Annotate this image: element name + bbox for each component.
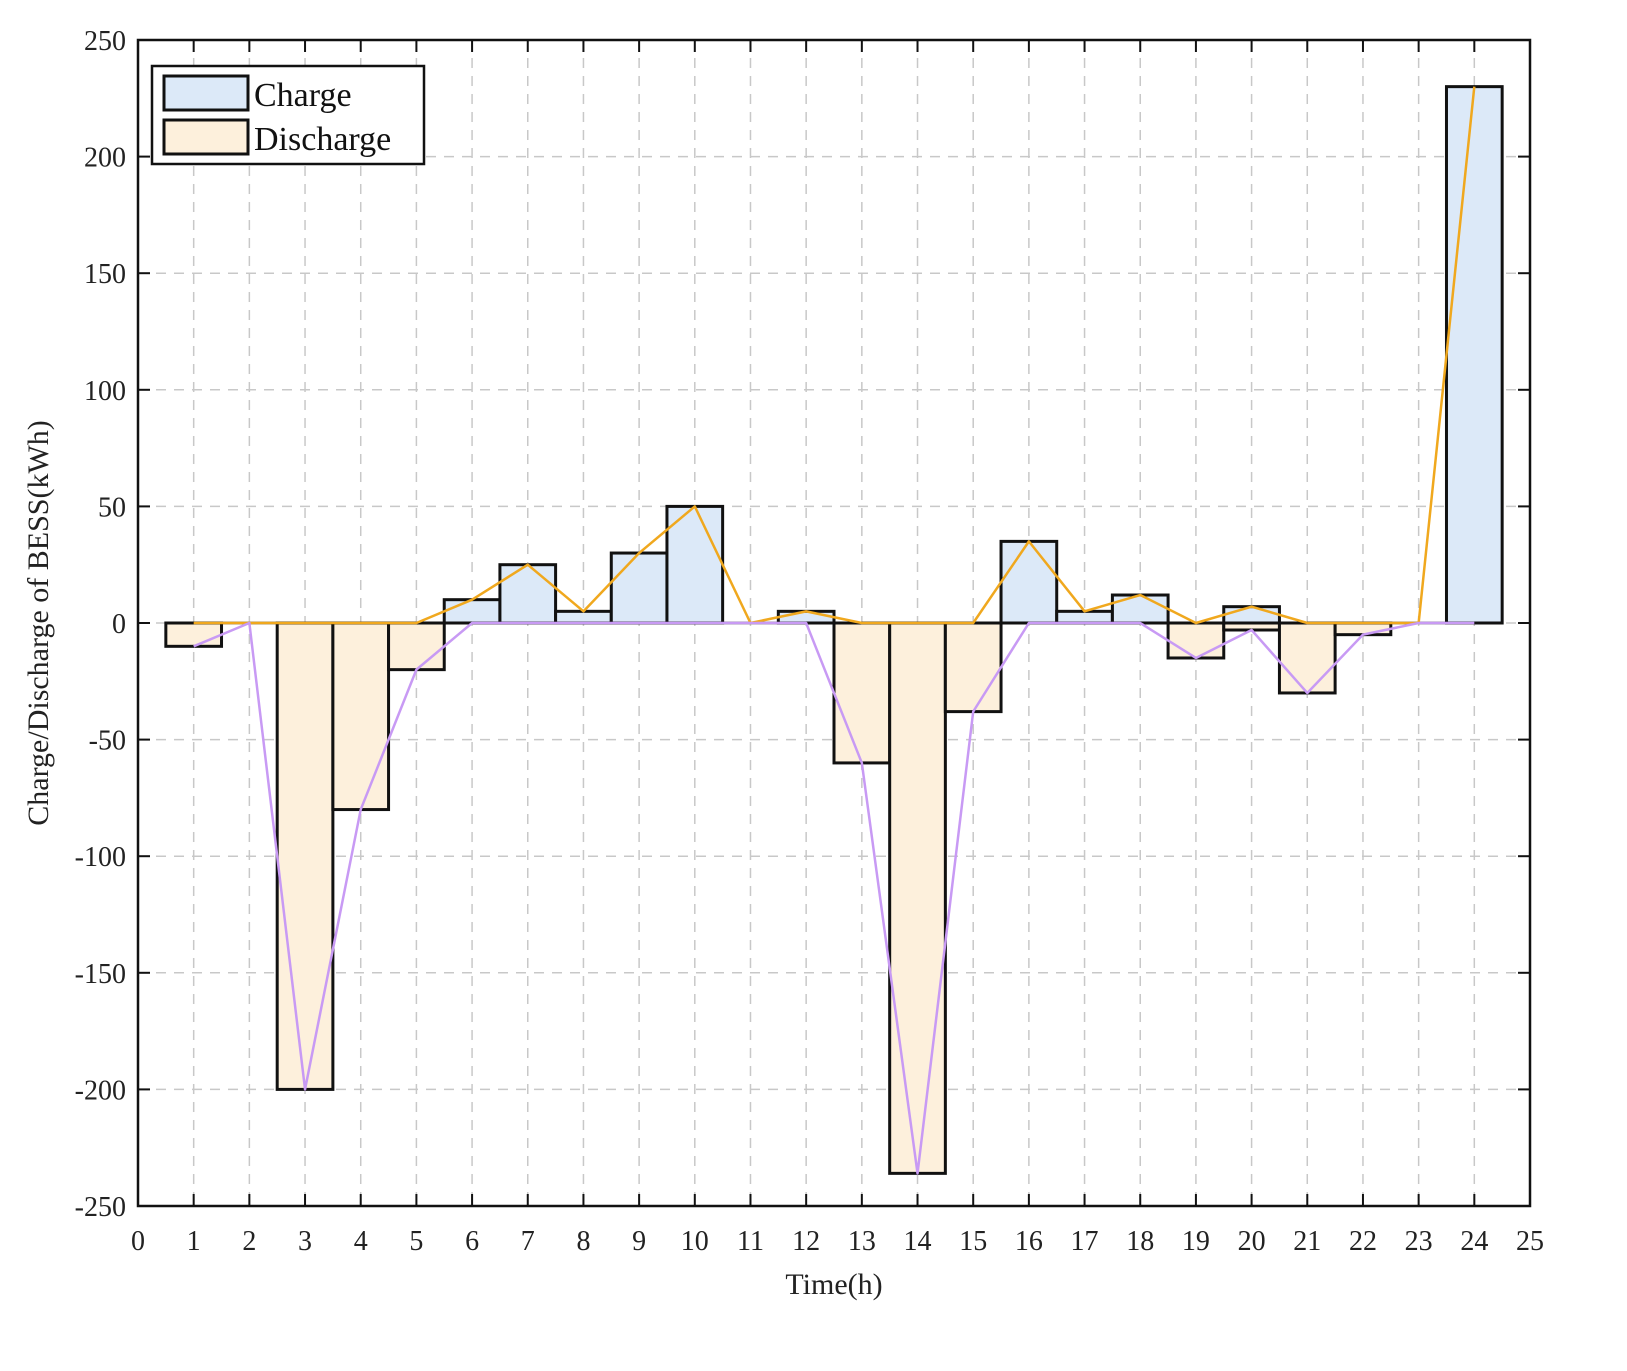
x-tick-label-12: 12 xyxy=(792,1226,820,1257)
bar-discharge-15 xyxy=(943,621,1003,714)
x-tick-label-10: 10 xyxy=(681,1226,709,1257)
x-tick-label-22: 22 xyxy=(1349,1226,1377,1257)
x-tick-labels: 0 1 2 3 4 5 6 7 8 9 10 11 12 13 14 15 16 17 18 19 20 21 22 23 24… xyxy=(131,1226,1544,1257)
x-tick-label-21: 21 xyxy=(1293,1226,1321,1257)
legend-swatch-charge xyxy=(162,74,250,112)
bar-charge-20 xyxy=(1222,605,1281,625)
bar-charge-10 xyxy=(665,504,725,625)
legend-swatch-discharge xyxy=(162,118,250,156)
x-tick-label-24: 24 xyxy=(1460,1226,1488,1257)
x-tick-label-14: 14 xyxy=(904,1226,932,1257)
bar-discharge-22 xyxy=(1333,621,1393,637)
y-axis-title: Charge/Discharge of BESS(kWh) xyxy=(22,420,55,825)
x-tick-label-16: 16 xyxy=(1015,1226,1043,1257)
y-tick-label-0: 0 xyxy=(112,609,126,640)
x-tick-label-2: 2 xyxy=(242,1226,256,1257)
bar-discharge-19 xyxy=(1166,621,1226,660)
legend-label-charge: Charge xyxy=(254,77,352,114)
x-tick-label-8: 8 xyxy=(576,1226,590,1257)
bar-discharge-5 xyxy=(387,621,446,672)
x-tick-label-19: 19 xyxy=(1182,1226,1210,1257)
bar-charge-7 xyxy=(498,563,558,625)
bar-charge-24 xyxy=(1444,85,1504,625)
line-discharge xyxy=(193,621,1475,1175)
x-tick-label-25: 25 xyxy=(1516,1226,1544,1257)
x-tick-label-11: 11 xyxy=(737,1226,764,1257)
y-tick-label-250: 250 xyxy=(84,26,126,57)
y-tick-label--150: -150 xyxy=(75,959,126,990)
bar-charge-9 xyxy=(609,551,669,625)
line-charge xyxy=(193,86,1476,625)
bar-charge-18 xyxy=(1110,593,1170,625)
bar-charge-16 xyxy=(999,539,1059,625)
y-tick-labels: -250 -200 -150 -100 -50 0 50 100 150 200 250 xyxy=(75,26,126,1223)
x-tick-label-17: 17 xyxy=(1071,1226,1099,1257)
x-tick-label-6: 6 xyxy=(465,1226,479,1257)
y-tick-label--250: -250 xyxy=(75,1192,126,1223)
y-tick-label--100: -100 xyxy=(75,842,126,873)
bar-discharge-13 xyxy=(832,621,892,765)
y-tick-label-200: 200 xyxy=(84,143,126,174)
y-tick-label-100: 100 xyxy=(84,376,126,407)
bar-discharge-14 xyxy=(888,621,947,1175)
y-tick-label--200: -200 xyxy=(75,1075,126,1106)
x-tick-label-3: 3 xyxy=(298,1226,312,1257)
bar-charge-6 xyxy=(442,598,502,625)
x-tick-label-5: 5 xyxy=(409,1226,423,1257)
bar-discharge-21 xyxy=(1277,621,1337,695)
bar-discharge-4 xyxy=(331,621,391,812)
x-tick-label-4: 4 xyxy=(354,1226,368,1257)
y-tick-label-50: 50 xyxy=(98,492,126,523)
bar-charge-12 xyxy=(776,609,836,625)
x-tick-label-9: 9 xyxy=(632,1226,646,1257)
y-tick-label--50: -50 xyxy=(89,726,126,757)
x-tick-label-0: 0 xyxy=(131,1226,145,1257)
trend-lines xyxy=(193,86,1476,1175)
y-tick-label-150: 150 xyxy=(84,259,126,290)
x-tick-label-13: 13 xyxy=(848,1226,876,1257)
bars xyxy=(164,85,1504,1175)
legend-label-discharge: Discharge xyxy=(254,121,391,158)
bar-discharge-1 xyxy=(164,621,224,648)
x-tick-label-7: 7 xyxy=(521,1226,535,1257)
bar-charge-8 xyxy=(554,609,613,625)
x-tick-label-23: 23 xyxy=(1405,1226,1433,1257)
x-axis-title: Time(h) xyxy=(785,1268,882,1301)
x-tick-label-15: 15 xyxy=(959,1226,987,1257)
x-tick-label-1: 1 xyxy=(187,1226,201,1257)
x-tick-label-18: 18 xyxy=(1126,1226,1154,1257)
axis-ticks xyxy=(137,39,1531,1207)
legend: Charge Discharge xyxy=(150,64,426,166)
bar-discharge-3 xyxy=(275,621,335,1091)
x-tick-label-20: 20 xyxy=(1238,1226,1266,1257)
bar-charge-17 xyxy=(1055,609,1114,625)
